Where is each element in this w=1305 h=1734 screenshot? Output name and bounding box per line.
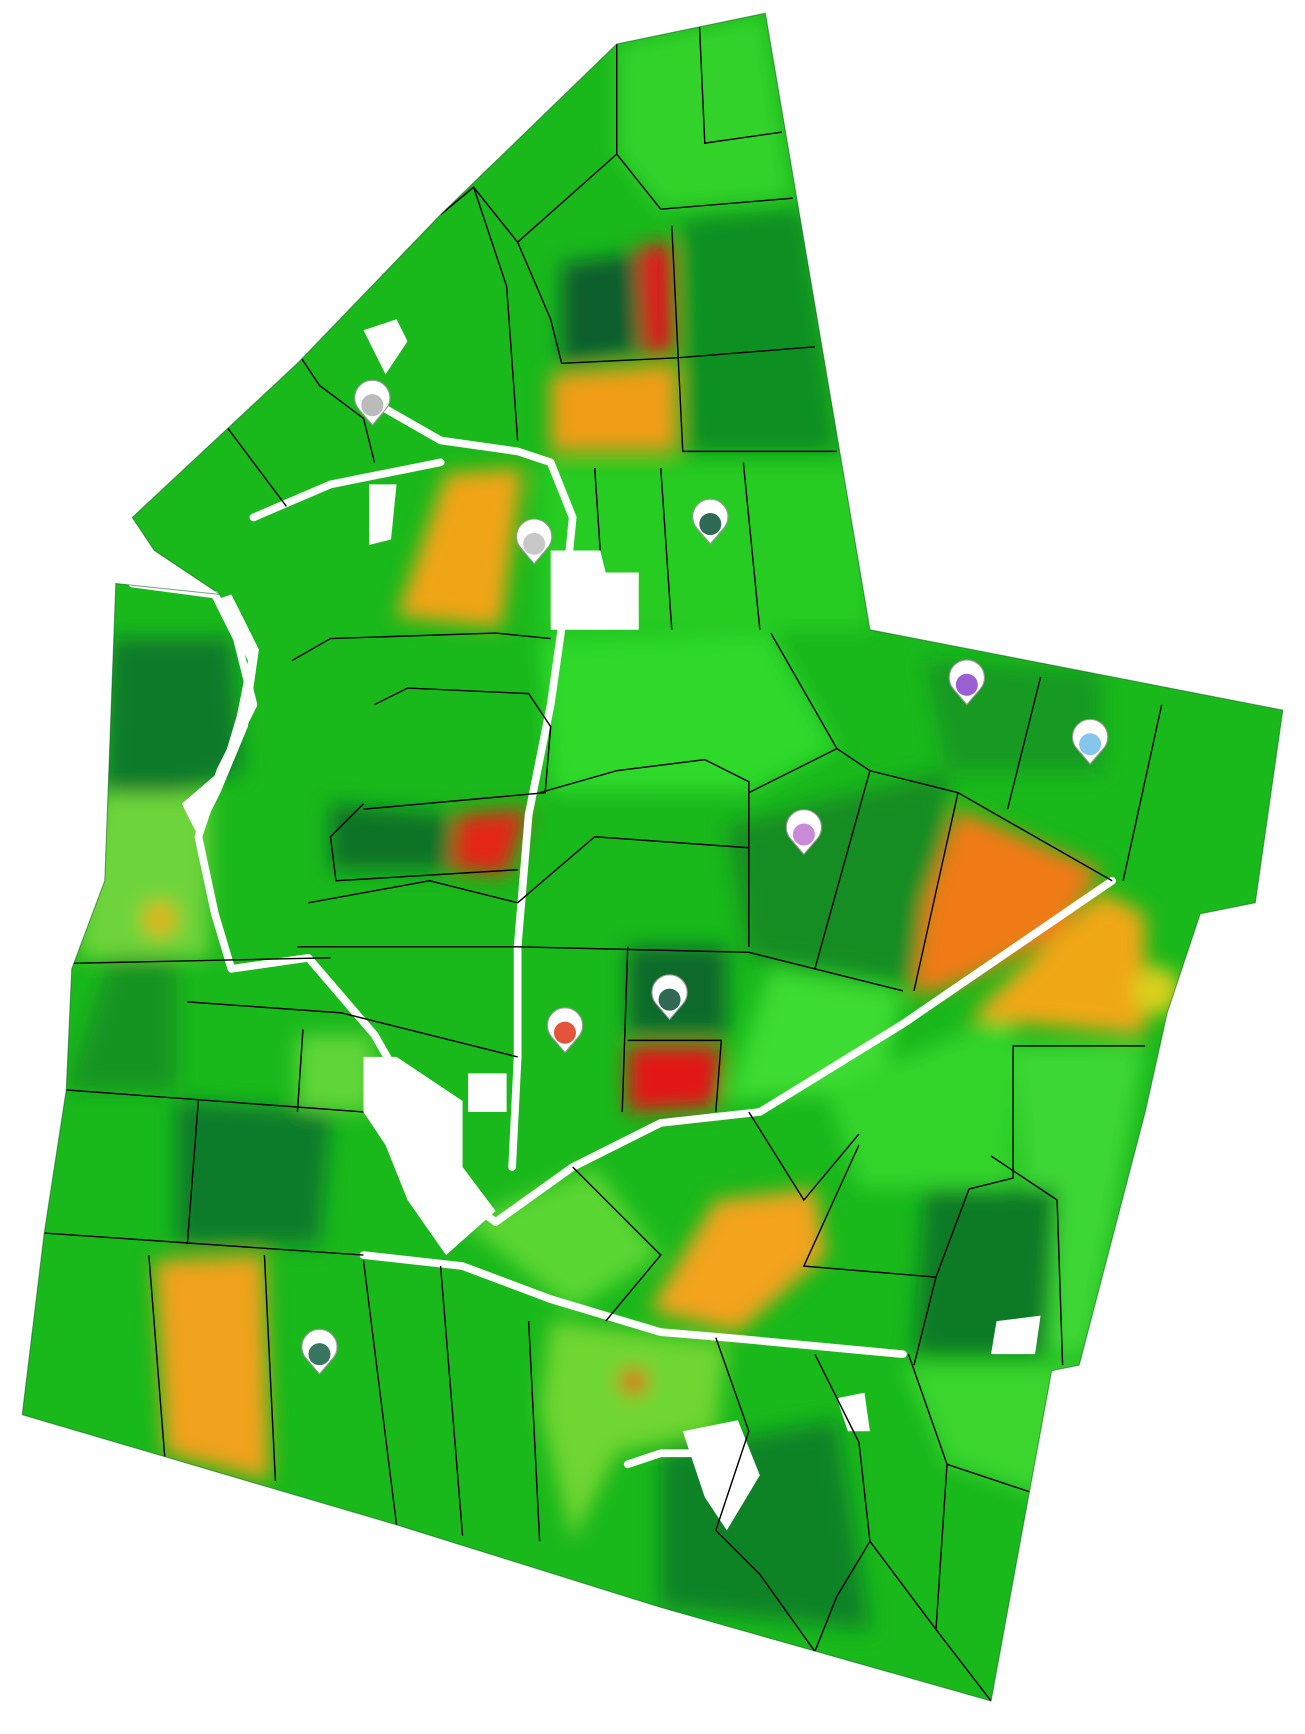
marker[interactable]	[651, 974, 688, 1021]
marker[interactable]	[354, 379, 391, 426]
marker[interactable]	[515, 518, 553, 565]
roads	[128, 319, 1117, 1531]
marker[interactable]	[785, 809, 823, 856]
livestock-markers	[301, 379, 1109, 1375]
marker[interactable]	[1071, 718, 1109, 765]
marker[interactable]	[692, 498, 729, 545]
marker[interactable]	[301, 1328, 338, 1375]
farm-boundary	[21, 12, 1284, 1702]
marker[interactable]	[948, 659, 985, 706]
paddock-lines	[44, 21, 1163, 1701]
marker[interactable]	[546, 1007, 584, 1054]
